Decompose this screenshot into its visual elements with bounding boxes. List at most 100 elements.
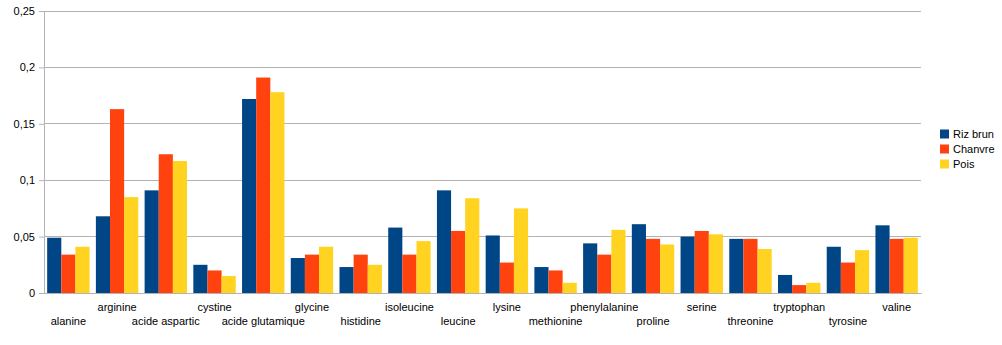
bar-series (61, 78, 903, 293)
y-tick: 0,2 (20, 61, 44, 73)
y-tick-label: 0,25 (14, 5, 35, 17)
bar (354, 255, 368, 293)
y-tick-label: 0 (29, 287, 35, 299)
x-tick: leucine (441, 293, 476, 327)
bar (792, 285, 806, 293)
x-tick: glycine (295, 293, 329, 313)
plot-area: 00,050,10,150,20,25alaninearginineacide … (14, 5, 922, 327)
bar (500, 263, 514, 293)
legend-item: Riz brun (940, 128, 994, 140)
x-tick-label: lysine (493, 301, 521, 313)
bar (646, 239, 660, 293)
bar (124, 197, 138, 293)
bar (61, 255, 75, 293)
bar (388, 228, 402, 293)
grid (44, 11, 921, 293)
x-tick-label: valine (882, 301, 911, 313)
bar (207, 270, 221, 293)
y-tick-label: 0,2 (20, 61, 35, 73)
bar (96, 216, 110, 293)
x-tick: arginine (98, 293, 137, 313)
bar (145, 190, 159, 293)
bar (451, 231, 465, 293)
grid-line (44, 123, 921, 124)
bar (709, 234, 723, 293)
y-tick-mark (39, 11, 44, 12)
x-tick-label: cystine (197, 301, 231, 313)
x-tick-label: threonine (728, 315, 774, 327)
y-tick-label: 0,15 (14, 118, 35, 130)
x-tick-label: leucine (441, 315, 476, 327)
bar (110, 109, 124, 293)
x-tick: isoleucine (385, 293, 434, 313)
bar (855, 250, 869, 293)
bar (904, 238, 918, 293)
x-tick-label: arginine (98, 301, 137, 313)
x-tick: histidine (341, 293, 381, 327)
legend-item: Chanvre (940, 143, 995, 155)
bar (534, 267, 548, 293)
bar (319, 247, 333, 293)
x-tick-label: alanine (51, 315, 86, 327)
bar-series (47, 99, 889, 293)
bar (758, 249, 772, 293)
bar (465, 198, 479, 293)
bar (402, 255, 416, 293)
x-tick: phenylalanine (570, 293, 638, 313)
legend-swatch (940, 145, 949, 154)
y-tick-label: 0,05 (14, 231, 35, 243)
legend-item: Pois (940, 158, 975, 170)
bar (611, 230, 625, 293)
bar (743, 239, 757, 293)
bar (416, 241, 430, 293)
x-tick: acide aspartic (132, 293, 200, 327)
y-tick: 0 (29, 287, 44, 299)
bar (806, 283, 820, 293)
bar-series (75, 92, 917, 293)
y-tick-mark (39, 293, 44, 294)
x-axis-line (45, 293, 922, 294)
x-tick: proline (637, 293, 670, 327)
bars (47, 78, 918, 293)
bar (778, 275, 792, 293)
legend-label: Riz brun (953, 128, 994, 140)
bar (695, 231, 709, 293)
y-tick-mark (39, 237, 44, 238)
bar (486, 235, 500, 293)
x-tick: alanine (51, 293, 86, 327)
y-tick: 0,05 (14, 231, 44, 243)
x-tick-label: acide glutamique (222, 315, 305, 327)
x-tick-label: glycine (295, 301, 329, 313)
bar (242, 99, 256, 293)
bar (270, 92, 284, 293)
bar (563, 283, 577, 293)
bar (632, 224, 646, 293)
y-tick-mark (39, 67, 44, 68)
x-tick-label: acide aspartic (132, 315, 200, 327)
bar (256, 78, 270, 293)
bar (841, 263, 855, 293)
chart: 00,050,10,150,20,25alaninearginineacide … (0, 0, 1002, 345)
bar (305, 255, 319, 293)
y-tick: 0,15 (14, 118, 44, 130)
grid-line (44, 11, 921, 12)
x-tick: cystine (197, 293, 231, 313)
x-tick: threonine (728, 293, 774, 327)
x-tick: valine (882, 293, 911, 313)
bar (660, 244, 674, 293)
x-tick-label: serine (687, 301, 717, 313)
x-axis: alanine arginine acide aspartic cystine acid… (45, 293, 922, 327)
bar (875, 225, 889, 293)
grid-line (44, 67, 921, 68)
bar (549, 270, 563, 293)
bar (597, 255, 611, 293)
legend-swatch (940, 160, 949, 169)
y-axis: 00,050,10,150,20,25 (14, 5, 45, 299)
x-tick-label: proline (637, 315, 670, 327)
legend-swatch (940, 130, 949, 139)
x-tick: serine (687, 293, 717, 313)
bar (437, 190, 451, 293)
x-tick-label: phenylalanine (570, 301, 638, 313)
y-tick: 0,25 (14, 5, 44, 17)
x-tick-label: tryptophan (773, 301, 825, 313)
